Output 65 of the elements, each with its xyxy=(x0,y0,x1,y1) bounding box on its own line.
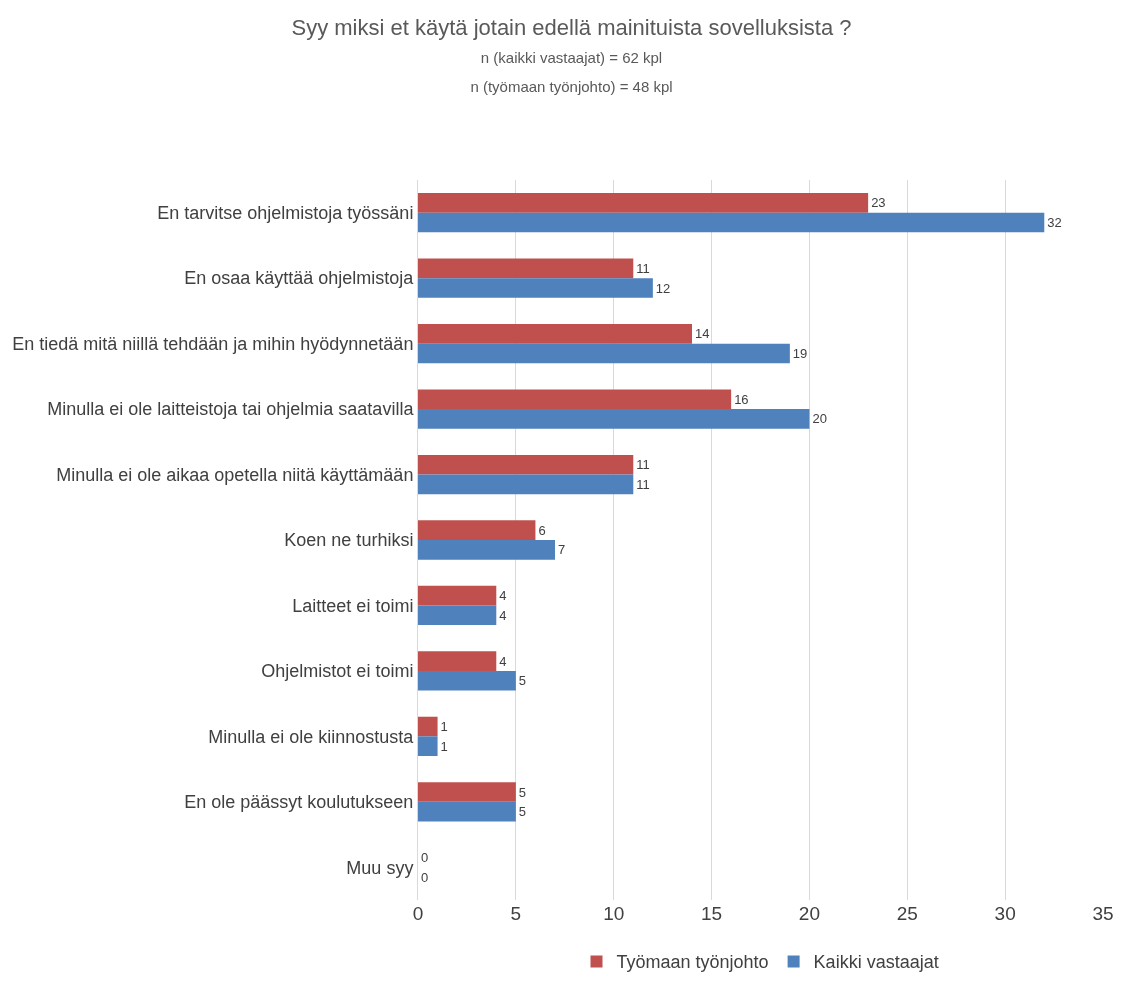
data-label: 4 xyxy=(499,588,507,604)
chart-subtitle: n (kaikki vastaajat) = 62 kpl n (työmaan työnjohto) = 48 kpl xyxy=(470,49,673,95)
data-label: 32 xyxy=(1047,215,1062,231)
data-label: 0 xyxy=(421,869,429,885)
x-tick-label: 35 xyxy=(1092,903,1114,924)
data-label: 5 xyxy=(518,784,527,800)
data-label: 6 xyxy=(538,522,546,538)
bar xyxy=(418,278,653,298)
data-label: 23 xyxy=(871,195,886,211)
y-tick-label: Minulla ei ole kiinnostusta xyxy=(208,726,415,747)
bar xyxy=(418,520,536,540)
x-tick-label: 25 xyxy=(896,903,918,924)
bar xyxy=(418,324,692,344)
y-tick-label: En tiedä mitä niillä tehdään ja mihin hyödynnetään xyxy=(12,333,414,354)
bar xyxy=(418,801,516,822)
data-label: 1 xyxy=(440,719,448,735)
x-tick-label: 30 xyxy=(994,903,1016,924)
x-tick-label: 5 xyxy=(510,903,522,924)
y-tick-label: Laitteet ei toimi xyxy=(292,595,414,616)
data-label: 7 xyxy=(558,542,566,558)
bar xyxy=(418,670,516,691)
data-label: 11 xyxy=(636,260,650,276)
data-label: 5 xyxy=(518,673,527,689)
x-tick-label: 0 xyxy=(412,903,424,924)
data-label: 12 xyxy=(655,280,671,296)
data-label: 20 xyxy=(812,411,827,427)
data-label: 4 xyxy=(499,653,507,669)
data-label: 5 xyxy=(518,804,527,820)
bar xyxy=(418,193,869,213)
data-label: 0 xyxy=(421,849,429,865)
bar xyxy=(418,585,497,606)
y-tick-label: Minulla ei ole laitteistoja tai ohjelmia saatavilla xyxy=(47,399,415,420)
bar xyxy=(418,258,634,279)
bar xyxy=(418,212,1045,233)
legend-label: Työmaan työnjohto xyxy=(616,952,769,973)
x-tick-label: 20 xyxy=(798,903,820,924)
y-tick-label: Ohjelmistot ei toimi xyxy=(261,661,414,682)
x-tick-label: 15 xyxy=(701,903,723,924)
legend-label: Kaikki vastaajat xyxy=(813,952,939,973)
data-label: 11 xyxy=(636,476,650,492)
bar xyxy=(418,736,438,756)
x-tick-label: 10 xyxy=(603,903,625,924)
bar xyxy=(418,540,555,560)
data-label: 14 xyxy=(695,326,710,342)
data-label: 4 xyxy=(499,607,507,623)
bar xyxy=(418,651,497,671)
data-label: 1 xyxy=(440,738,448,754)
data-label: 19 xyxy=(792,345,808,361)
bar xyxy=(418,409,810,429)
y-tick-label: Minulla ei ole aikaa opetella niitä käyttämään xyxy=(56,464,414,485)
bar xyxy=(418,782,516,802)
bar xyxy=(418,343,790,364)
bar xyxy=(418,474,634,495)
chart-title: Syy miksi et käytä jotain edellä mainituista sovelluksista ? xyxy=(291,14,852,40)
y-tick-label: Koen ne turhiksi xyxy=(284,530,414,551)
data-label: 16 xyxy=(734,391,749,407)
bar xyxy=(418,389,732,410)
bar xyxy=(418,716,438,737)
bar xyxy=(418,605,497,626)
data-label: 11 xyxy=(636,457,650,473)
y-tick-label: Muu syy xyxy=(346,857,414,878)
y-tick-label: En ole päässyt koulutukseen xyxy=(184,792,414,813)
bar xyxy=(418,454,634,475)
y-tick-label: En tarvitse ohjelmistoja työssäni xyxy=(157,203,414,224)
y-tick-label: En osaa käyttää ohjelmistoja xyxy=(184,268,415,289)
